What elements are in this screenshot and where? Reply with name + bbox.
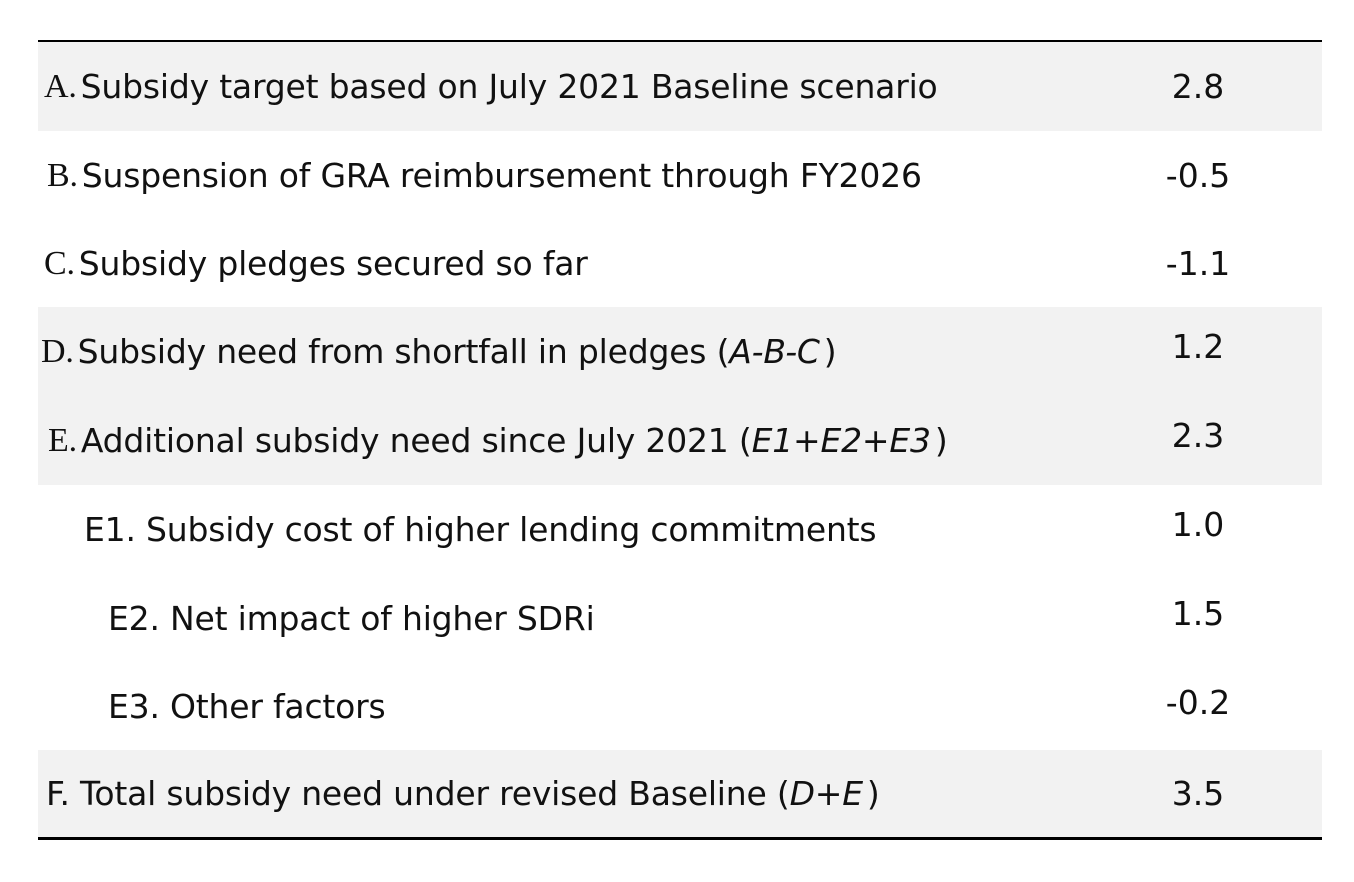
row-text: Subsidy target based on July 2021 Baseli… — [80, 67, 938, 106]
row-text: E1. Subsidy cost of higher lending commi… — [84, 510, 877, 549]
subsidy-table: A. Subsidy target based on July 2021 Bas… — [38, 40, 1322, 840]
row-label: A. Subsidy target based on July 2021 Bas… — [44, 42, 938, 131]
row-value: 2.8 — [1171, 67, 1225, 106]
row-value: 3.5 — [1171, 774, 1225, 813]
row-letter: E. — [48, 421, 77, 459]
row-value: 1.5 — [1171, 594, 1225, 633]
row-letter: A. — [44, 67, 77, 105]
row-letter: D. — [41, 332, 74, 370]
row-text: Suspension of GRA reimbursement through … — [81, 156, 922, 195]
row-text: Additional subsidy need since July 2021 … — [80, 421, 752, 460]
row-label: D. Subsidy need from shortfall in pledge… — [41, 307, 837, 396]
row-value: 2.3 — [1171, 416, 1225, 455]
row-value: 1.0 — [1171, 505, 1225, 544]
row-text: F. Total subsidy need under revised Base… — [46, 774, 790, 813]
table-row: E3. Other factors -0.2 — [38, 663, 1322, 750]
table-row: E2. Net impact of higher SDRi 1.5 — [38, 574, 1322, 663]
row-letter: B. — [47, 156, 78, 194]
table-row: E1. Subsidy cost of higher lending commi… — [38, 485, 1322, 574]
row-close-paren: ) — [823, 332, 837, 371]
row-label: E. Additional subsidy need since July 20… — [48, 396, 948, 485]
row-formula: D+E — [789, 774, 864, 813]
row-value: -1.1 — [1165, 244, 1231, 283]
row-text: Subsidy pledges secured so far — [78, 244, 588, 283]
row-formula: E1+E2+E3 — [751, 421, 931, 460]
table-row: B. Suspension of GRA reimbursement throu… — [38, 131, 1322, 220]
row-close-paren: ) — [866, 774, 880, 813]
row-label: E3. Other factors — [108, 663, 386, 750]
row-label: F. Total subsidy need under revised Base… — [46, 750, 880, 837]
row-value: 1.2 — [1171, 327, 1225, 366]
row-text: E3. Other factors — [108, 687, 386, 726]
row-label: E2. Net impact of higher SDRi — [108, 574, 595, 663]
row-letter: C. — [44, 244, 75, 282]
row-label: C. Subsidy pledges secured so far — [44, 220, 588, 307]
table-row: A. Subsidy target based on July 2021 Bas… — [38, 42, 1322, 131]
table-row: F. Total subsidy need under revised Base… — [38, 750, 1322, 837]
row-text: E2. Net impact of higher SDRi — [108, 599, 595, 638]
row-text: Subsidy need from shortfall in pledges ( — [77, 332, 730, 371]
row-value: -0.5 — [1165, 156, 1231, 195]
row-label: B. Suspension of GRA reimbursement throu… — [47, 131, 922, 220]
row-value: -0.2 — [1165, 683, 1231, 722]
table-row: D. Subsidy need from shortfall in pledge… — [38, 307, 1322, 396]
table-row: E. Additional subsidy need since July 20… — [38, 396, 1322, 485]
row-label: E1. Subsidy cost of higher lending commi… — [84, 485, 877, 574]
table-row: C. Subsidy pledges secured so far -1.1 — [38, 220, 1322, 307]
row-formula: A-B-C — [729, 332, 820, 371]
row-close-paren: ) — [934, 421, 948, 460]
